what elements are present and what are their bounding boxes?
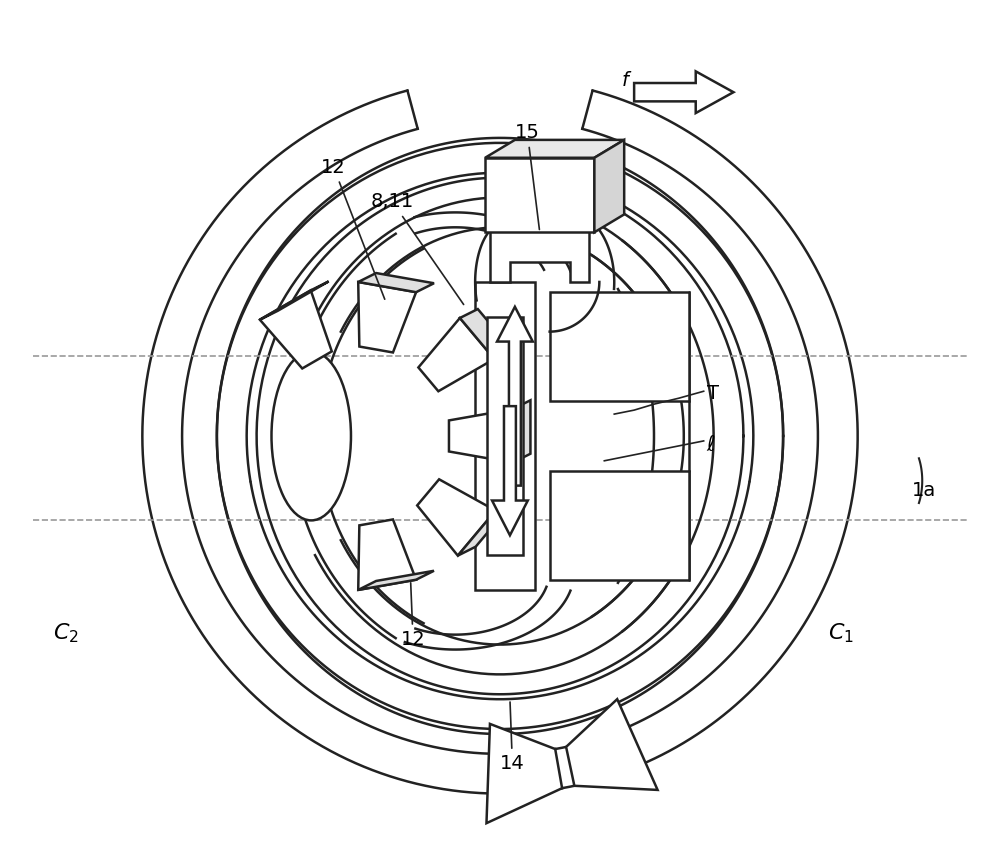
Polygon shape bbox=[475, 282, 535, 590]
Polygon shape bbox=[513, 401, 530, 463]
Text: $C_1$: $C_1$ bbox=[828, 621, 854, 645]
Polygon shape bbox=[485, 158, 594, 232]
Text: 14: 14 bbox=[500, 702, 525, 773]
Polygon shape bbox=[418, 318, 494, 391]
Polygon shape bbox=[492, 406, 528, 535]
Polygon shape bbox=[358, 520, 416, 590]
Text: 12: 12 bbox=[321, 158, 385, 300]
Text: 8,11: 8,11 bbox=[371, 193, 464, 305]
Polygon shape bbox=[358, 282, 416, 353]
Polygon shape bbox=[594, 140, 624, 232]
Text: T: T bbox=[707, 384, 719, 403]
Polygon shape bbox=[566, 699, 658, 790]
Polygon shape bbox=[417, 479, 496, 556]
Text: $C_2$: $C_2$ bbox=[53, 621, 79, 645]
Polygon shape bbox=[486, 724, 562, 823]
Polygon shape bbox=[487, 317, 523, 556]
Text: 12: 12 bbox=[401, 583, 425, 649]
Text: 1a: 1a bbox=[912, 480, 937, 500]
Polygon shape bbox=[634, 71, 733, 113]
Polygon shape bbox=[260, 282, 329, 320]
Polygon shape bbox=[490, 228, 589, 282]
Polygon shape bbox=[550, 471, 689, 580]
Polygon shape bbox=[497, 306, 533, 485]
Text: 15: 15 bbox=[515, 123, 540, 229]
Ellipse shape bbox=[271, 352, 351, 520]
Polygon shape bbox=[260, 290, 332, 368]
Text: f: f bbox=[621, 71, 628, 90]
Polygon shape bbox=[550, 292, 689, 401]
Polygon shape bbox=[358, 273, 434, 292]
Polygon shape bbox=[485, 140, 624, 158]
Text: ℓ: ℓ bbox=[707, 435, 715, 455]
Polygon shape bbox=[460, 309, 512, 359]
Polygon shape bbox=[449, 409, 513, 463]
Polygon shape bbox=[358, 571, 434, 590]
Polygon shape bbox=[458, 502, 513, 556]
